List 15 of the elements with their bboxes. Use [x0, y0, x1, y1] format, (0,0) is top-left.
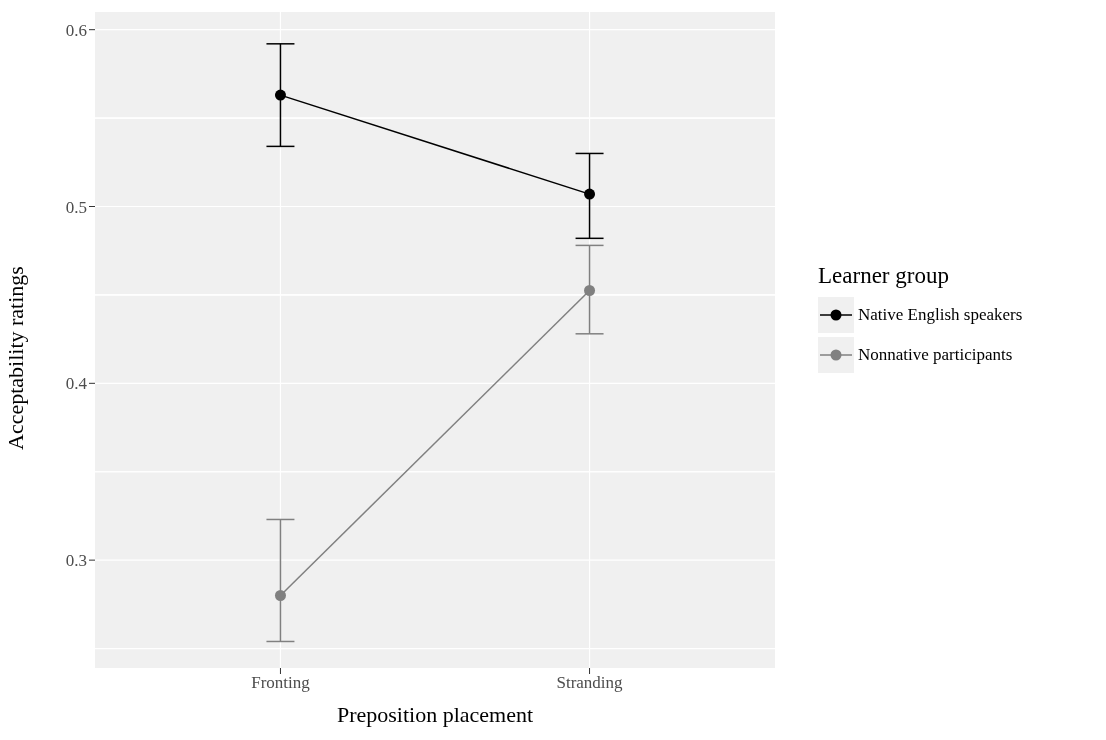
x-axis-title: Preposition placement	[336, 702, 534, 727]
point	[584, 188, 596, 200]
legend-label: Nonnative participants	[858, 345, 1013, 365]
y-tick-label: 0.4	[65, 374, 88, 394]
y-axis-title: Acceptability ratings	[2, 266, 28, 450]
x-tick-label: Stranding	[556, 673, 624, 693]
y-tick-label: 0.3	[65, 551, 87, 571]
legend-title: Learner group	[818, 263, 950, 289]
point	[274, 590, 286, 601]
point	[274, 89, 286, 101]
x-tick-label: Fronting	[251, 673, 311, 693]
y-tick-label: 0.6	[65, 20, 87, 40]
y-tick-label: 0.5	[65, 197, 87, 217]
legend-label: Native English speakers	[858, 305, 1023, 325]
point	[584, 284, 596, 296]
